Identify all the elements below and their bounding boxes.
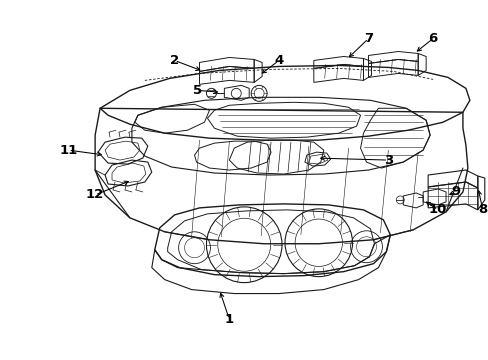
Text: 6: 6 <box>427 32 437 45</box>
Text: 11: 11 <box>59 144 77 157</box>
Text: 8: 8 <box>477 203 487 216</box>
Text: 1: 1 <box>224 313 233 326</box>
Text: 7: 7 <box>363 32 372 45</box>
Text: 3: 3 <box>383 154 392 167</box>
Text: 2: 2 <box>170 54 179 67</box>
Text: 5: 5 <box>193 84 202 97</box>
Text: 10: 10 <box>428 203 447 216</box>
Text: 12: 12 <box>86 188 104 202</box>
Text: 9: 9 <box>450 185 460 198</box>
Text: 4: 4 <box>274 54 283 67</box>
